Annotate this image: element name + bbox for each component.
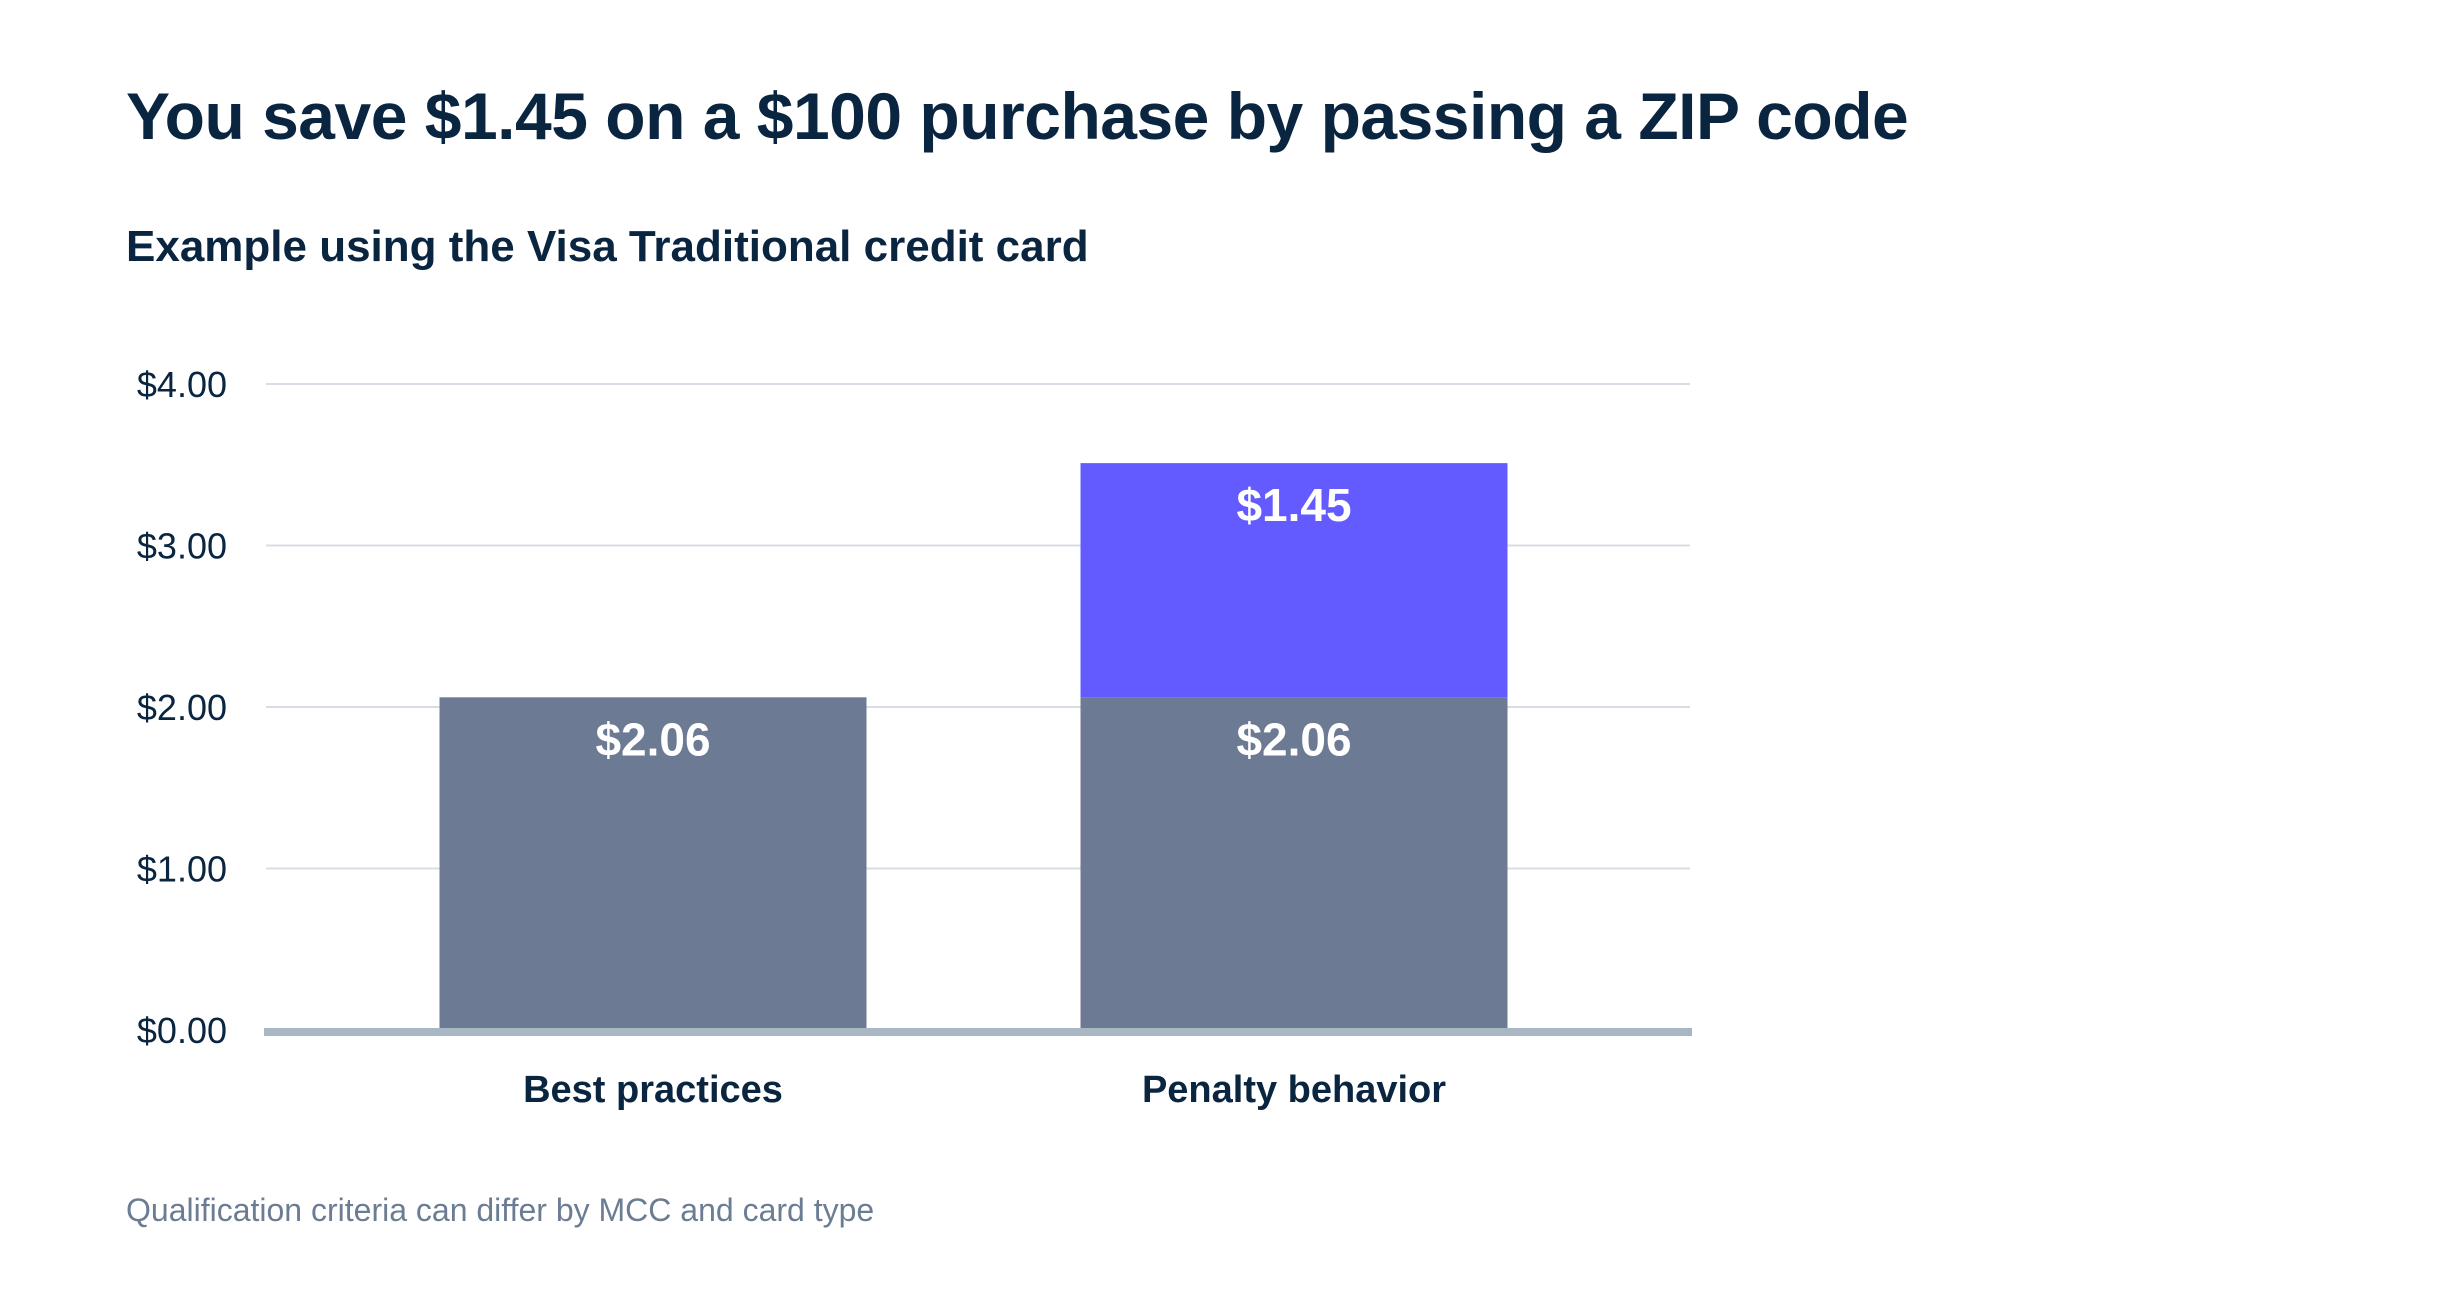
- bar-segment: [1080, 697, 1508, 1030]
- data-label: $2.06: [595, 713, 710, 765]
- data-labels: $2.06 $2.06 $1.45: [595, 479, 1351, 765]
- chart-title: You save $1.45 on a $100 purchase by pas…: [126, 79, 1909, 153]
- data-label: $2.06: [1236, 713, 1351, 765]
- data-label: $1.45: [1236, 479, 1351, 531]
- bar-segment: [439, 697, 867, 1030]
- x-axis-categories: Best practices Penalty behavior: [523, 1069, 1446, 1111]
- y-tick-label: $2.00: [137, 687, 227, 728]
- y-axis-ticks: $0.00 $1.00 $2.00 $3.00 $4.00: [137, 364, 227, 1051]
- bars: [439, 463, 1508, 1030]
- y-tick-label: $0.00: [137, 1010, 227, 1051]
- x-category-label: Penalty behavior: [1142, 1069, 1446, 1111]
- footnote: Qualification criteria can differ by MCC…: [126, 1192, 875, 1228]
- y-tick-label: $4.00: [137, 364, 227, 405]
- y-tick-label: $3.00: [137, 526, 227, 567]
- y-tick-label: $1.00: [137, 849, 227, 890]
- x-category-label: Best practices: [523, 1069, 783, 1111]
- chart-subtitle: Example using the Visa Traditional credi…: [126, 222, 1089, 271]
- bar-segment: [1080, 463, 1508, 698]
